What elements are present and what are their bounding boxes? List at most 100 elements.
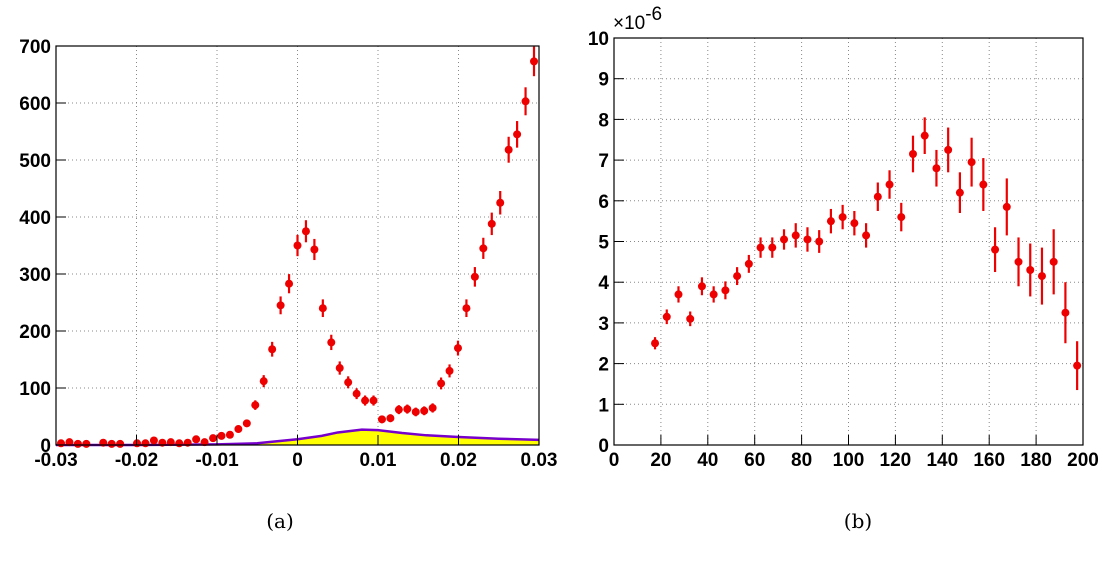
marker	[217, 431, 226, 440]
marker	[268, 345, 277, 354]
data-point	[530, 46, 538, 77]
marker	[200, 438, 209, 447]
x-tick-label: 180	[1020, 450, 1052, 471]
data-point	[301, 220, 310, 243]
y-tick-label: 0	[598, 436, 609, 457]
data-point	[826, 208, 835, 234]
y-tick-label: 3	[598, 314, 609, 335]
data-point	[259, 375, 268, 388]
x-tick-label: 0	[292, 450, 303, 471]
marker	[955, 188, 964, 197]
marker	[1002, 202, 1011, 211]
data-point	[862, 223, 871, 248]
data-point	[697, 277, 706, 296]
marker	[335, 364, 344, 373]
marker	[479, 244, 488, 253]
data-point	[403, 404, 412, 414]
marker	[470, 272, 479, 281]
y-tick-label: 600	[19, 94, 51, 115]
x-tick-label: 120	[880, 450, 912, 471]
data-point	[344, 376, 353, 389]
marker	[897, 213, 906, 222]
data-point	[756, 237, 765, 258]
data-point	[361, 395, 370, 406]
data-point	[991, 227, 1000, 273]
marker	[242, 419, 251, 428]
data-point	[116, 439, 125, 448]
data-point	[65, 438, 74, 447]
data-point	[1014, 237, 1023, 287]
data-point	[445, 364, 454, 378]
data-point	[318, 299, 327, 318]
data-point	[420, 406, 429, 416]
marker	[276, 301, 285, 310]
marker	[327, 338, 336, 347]
marker	[1037, 272, 1046, 281]
data-point	[744, 254, 753, 273]
marker	[209, 434, 218, 443]
marker	[394, 405, 403, 414]
marker	[1061, 308, 1070, 317]
data-point	[276, 296, 285, 315]
x-tick-label: 0.03	[521, 450, 558, 471]
marker	[192, 435, 201, 444]
marker	[967, 158, 976, 167]
marker	[862, 231, 871, 240]
y-tick-label: 6	[598, 192, 609, 213]
x-tick-label: -0.01	[195, 450, 239, 471]
data-point	[686, 311, 695, 327]
data-point	[885, 170, 894, 199]
marker	[697, 282, 706, 291]
marker	[496, 198, 505, 207]
grid-a	[56, 46, 539, 445]
data-point	[394, 405, 403, 415]
data-point	[453, 340, 462, 356]
marker	[420, 406, 429, 415]
marker	[175, 439, 184, 448]
marker	[932, 164, 941, 173]
data-point	[437, 377, 446, 390]
marker	[686, 314, 695, 323]
data-point	[504, 136, 513, 163]
y-tick-label: 2	[598, 355, 609, 376]
y-tick-label: 0	[40, 436, 51, 457]
data-point	[141, 439, 150, 448]
y-tick-label: 7	[598, 151, 609, 172]
data-point	[1037, 247, 1046, 305]
y-tick-label: 500	[19, 151, 51, 172]
data-point	[1002, 178, 1011, 236]
marker	[1014, 257, 1023, 266]
data-point	[944, 127, 953, 173]
y-tick-label: 8	[598, 110, 609, 131]
marker	[487, 219, 496, 228]
data-point	[967, 137, 976, 187]
marker	[513, 130, 522, 139]
marker	[504, 145, 513, 154]
data-point	[242, 419, 251, 428]
marker	[344, 378, 353, 387]
marker	[1026, 265, 1035, 274]
data-point	[149, 436, 158, 445]
marker	[133, 439, 142, 448]
marker	[445, 366, 454, 375]
data-point	[513, 121, 522, 148]
x-tick-label: -0.03	[34, 450, 77, 471]
data-points-b	[651, 117, 1082, 391]
data-point	[920, 117, 929, 154]
y-tick-label: 100	[19, 379, 51, 400]
data-point	[200, 438, 209, 447]
data-point	[166, 438, 175, 447]
marker	[361, 396, 370, 405]
marker	[651, 339, 660, 348]
y-tick-label: 4	[598, 273, 609, 294]
data-point	[470, 267, 479, 287]
marker	[166, 438, 175, 447]
marker	[116, 439, 125, 448]
marker	[453, 344, 462, 353]
data-point	[411, 407, 420, 417]
marker	[803, 235, 812, 244]
marker	[721, 286, 730, 295]
y-tick-label: 9	[598, 70, 609, 91]
marker	[1073, 361, 1082, 370]
data-point	[293, 234, 302, 257]
